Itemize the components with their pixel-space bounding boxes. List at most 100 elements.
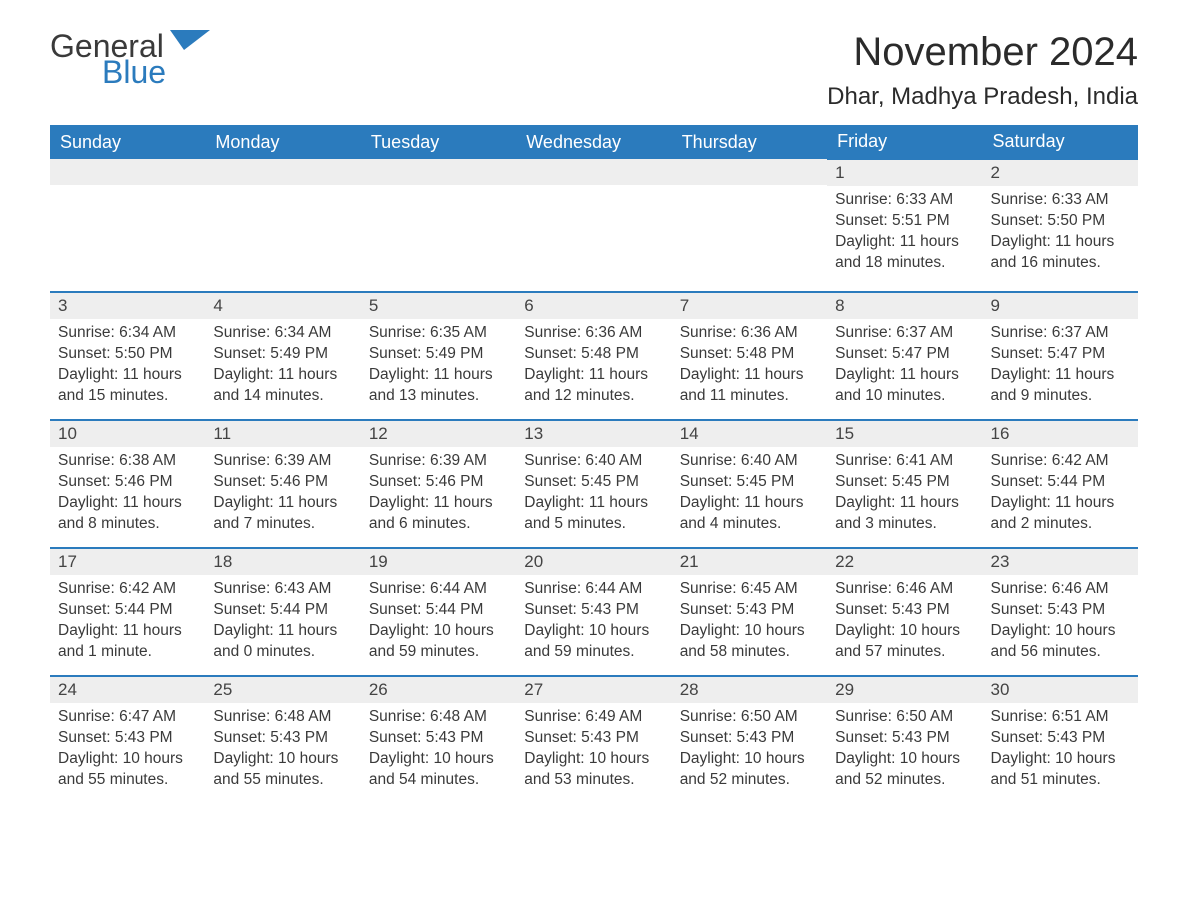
day-number: 5 — [361, 293, 516, 319]
sunrise-text: Sunrise: 6:42 AM — [991, 451, 1130, 472]
daylight-text: Daylight: 10 hours and 53 minutes. — [524, 749, 663, 791]
sunset-text: Sunset: 5:50 PM — [58, 344, 197, 365]
day-details: Sunrise: 6:44 AMSunset: 5:44 PMDaylight:… — [361, 575, 516, 673]
sunset-text: Sunset: 5:49 PM — [369, 344, 508, 365]
calendar-header-row: SundayMondayTuesdayWednesdayThursdayFrid… — [50, 125, 1138, 159]
sunrise-text: Sunrise: 6:37 AM — [991, 323, 1130, 344]
sunrise-text: Sunrise: 6:40 AM — [680, 451, 819, 472]
day-details: Sunrise: 6:48 AMSunset: 5:43 PMDaylight:… — [205, 703, 360, 801]
day-details: Sunrise: 6:51 AMSunset: 5:43 PMDaylight:… — [983, 703, 1138, 801]
day-number: 16 — [983, 421, 1138, 447]
daylight-text: Daylight: 10 hours and 52 minutes. — [835, 749, 974, 791]
day-details: Sunrise: 6:39 AMSunset: 5:46 PMDaylight:… — [361, 447, 516, 545]
sunset-text: Sunset: 5:49 PM — [213, 344, 352, 365]
calendar-day-cell: 5Sunrise: 6:35 AMSunset: 5:49 PMDaylight… — [361, 292, 516, 420]
empty-strip — [516, 159, 671, 185]
calendar-week-row: 1Sunrise: 6:33 AMSunset: 5:51 PMDaylight… — [50, 159, 1138, 292]
calendar-day-cell: 8 Sunrise: 6:37 AMSunset: 5:47 PMDaylight… — [827, 292, 982, 420]
day-details: Sunrise: 6:36 AMSunset: 5:48 PMDaylight:… — [672, 319, 827, 417]
sunrise-text: Sunrise: 6:36 AM — [680, 323, 819, 344]
day-details: Sunrise: 6:45 AMSunset: 5:43 PMDaylight:… — [672, 575, 827, 673]
header: General Blue November 2024 Dhar, Madhya … — [50, 30, 1138, 111]
daylight-text: Daylight: 11 hours and 1 minute. — [58, 621, 197, 663]
calendar-day-cell: 10Sunrise: 6:38 AMSunset: 5:46 PMDayligh… — [50, 420, 205, 548]
sunset-text: Sunset: 5:45 PM — [680, 472, 819, 493]
sunset-text: Sunset: 5:44 PM — [58, 600, 197, 621]
sunset-text: Sunset: 5:43 PM — [524, 600, 663, 621]
sunrise-text: Sunrise: 6:44 AM — [524, 579, 663, 600]
day-details: Sunrise: 6:33 AMSunset: 5:51 PMDaylight:… — [827, 186, 982, 284]
sunset-text: Sunset: 5:43 PM — [991, 728, 1130, 749]
day-details: Sunrise: 6:49 AMSunset: 5:43 PMDaylight:… — [516, 703, 671, 801]
calendar-week-row: 24Sunrise: 6:47 AMSunset: 5:43 PMDayligh… — [50, 676, 1138, 804]
sunrise-text: Sunrise: 6:33 AM — [835, 190, 974, 211]
day-number: 8 — [827, 293, 982, 319]
daylight-text: Daylight: 10 hours and 55 minutes. — [58, 749, 197, 791]
day-number: 29 — [827, 677, 982, 703]
day-number: 13 — [516, 421, 671, 447]
sunrise-text: Sunrise: 6:46 AM — [835, 579, 974, 600]
calendar-day-cell: 20Sunrise: 6:44 AMSunset: 5:43 PMDayligh… — [516, 548, 671, 676]
day-number: 15 — [827, 421, 982, 447]
calendar-empty-cell — [516, 159, 671, 292]
calendar-day-cell: 3Sunrise: 6:34 AMSunset: 5:50 PMDaylight… — [50, 292, 205, 420]
sunrise-text: Sunrise: 6:43 AM — [213, 579, 352, 600]
day-number: 14 — [672, 421, 827, 447]
daylight-text: Daylight: 10 hours and 59 minutes. — [524, 621, 663, 663]
day-number: 1 — [827, 160, 982, 186]
daylight-text: Daylight: 11 hours and 14 minutes. — [213, 365, 352, 407]
day-details: Sunrise: 6:43 AMSunset: 5:44 PMDaylight:… — [205, 575, 360, 673]
weekday-header: Tuesday — [361, 125, 516, 159]
empty-strip — [50, 159, 205, 185]
sunrise-text: Sunrise: 6:40 AM — [524, 451, 663, 472]
calendar-day-cell: 17Sunrise: 6:42 AMSunset: 5:44 PMDayligh… — [50, 548, 205, 676]
sunrise-text: Sunrise: 6:48 AM — [213, 707, 352, 728]
calendar-empty-cell — [361, 159, 516, 292]
sunrise-text: Sunrise: 6:37 AM — [835, 323, 974, 344]
day-number: 4 — [205, 293, 360, 319]
daylight-text: Daylight: 11 hours and 3 minutes. — [835, 493, 974, 535]
flag-icon — [170, 30, 210, 61]
calendar-day-cell: 25Sunrise: 6:48 AMSunset: 5:43 PMDayligh… — [205, 676, 360, 804]
sunset-text: Sunset: 5:48 PM — [680, 344, 819, 365]
daylight-text: Daylight: 11 hours and 2 minutes. — [991, 493, 1130, 535]
sunrise-text: Sunrise: 6:50 AM — [835, 707, 974, 728]
sunrise-text: Sunrise: 6:34 AM — [58, 323, 197, 344]
sunrise-text: Sunrise: 6:45 AM — [680, 579, 819, 600]
title-block: November 2024 Dhar, Madhya Pradesh, Indi… — [827, 30, 1138, 111]
sunset-text: Sunset: 5:43 PM — [58, 728, 197, 749]
empty-strip — [672, 159, 827, 185]
calendar-day-cell: 23Sunrise: 6:46 AMSunset: 5:43 PMDayligh… — [983, 548, 1138, 676]
daylight-text: Daylight: 10 hours and 58 minutes. — [680, 621, 819, 663]
sunrise-text: Sunrise: 6:42 AM — [58, 579, 197, 600]
daylight-text: Daylight: 11 hours and 10 minutes. — [835, 365, 974, 407]
calendar-week-row: 10Sunrise: 6:38 AMSunset: 5:46 PMDayligh… — [50, 420, 1138, 548]
sunset-text: Sunset: 5:47 PM — [835, 344, 974, 365]
empty-strip — [205, 159, 360, 185]
sunrise-text: Sunrise: 6:44 AM — [369, 579, 508, 600]
calendar-day-cell: 18Sunrise: 6:43 AMSunset: 5:44 PMDayligh… — [205, 548, 360, 676]
sunset-text: Sunset: 5:45 PM — [524, 472, 663, 493]
daylight-text: Daylight: 10 hours and 59 minutes. — [369, 621, 508, 663]
calendar-day-cell: 1Sunrise: 6:33 AMSunset: 5:51 PMDaylight… — [827, 159, 982, 292]
location-label: Dhar, Madhya Pradesh, India — [827, 83, 1138, 111]
day-details: Sunrise: 6:50 AMSunset: 5:43 PMDaylight:… — [827, 703, 982, 801]
day-details: Sunrise: 6:48 AMSunset: 5:43 PMDaylight:… — [361, 703, 516, 801]
day-number: 3 — [50, 293, 205, 319]
sunset-text: Sunset: 5:44 PM — [213, 600, 352, 621]
day-details: Sunrise: 6:35 AMSunset: 5:49 PMDaylight:… — [361, 319, 516, 417]
daylight-text: Daylight: 11 hours and 13 minutes. — [369, 365, 508, 407]
daylight-text: Daylight: 10 hours and 51 minutes. — [991, 749, 1130, 791]
calendar-week-row: 17Sunrise: 6:42 AMSunset: 5:44 PMDayligh… — [50, 548, 1138, 676]
calendar-day-cell: 30Sunrise: 6:51 AMSunset: 5:43 PMDayligh… — [983, 676, 1138, 804]
daylight-text: Daylight: 11 hours and 6 minutes. — [369, 493, 508, 535]
daylight-text: Daylight: 11 hours and 0 minutes. — [213, 621, 352, 663]
sunset-text: Sunset: 5:48 PM — [524, 344, 663, 365]
sunrise-text: Sunrise: 6:50 AM — [680, 707, 819, 728]
day-number: 25 — [205, 677, 360, 703]
day-details: Sunrise: 6:34 AMSunset: 5:49 PMDaylight:… — [205, 319, 360, 417]
sunset-text: Sunset: 5:43 PM — [835, 600, 974, 621]
sunset-text: Sunset: 5:47 PM — [991, 344, 1130, 365]
daylight-text: Daylight: 11 hours and 12 minutes. — [524, 365, 663, 407]
sunset-text: Sunset: 5:44 PM — [991, 472, 1130, 493]
